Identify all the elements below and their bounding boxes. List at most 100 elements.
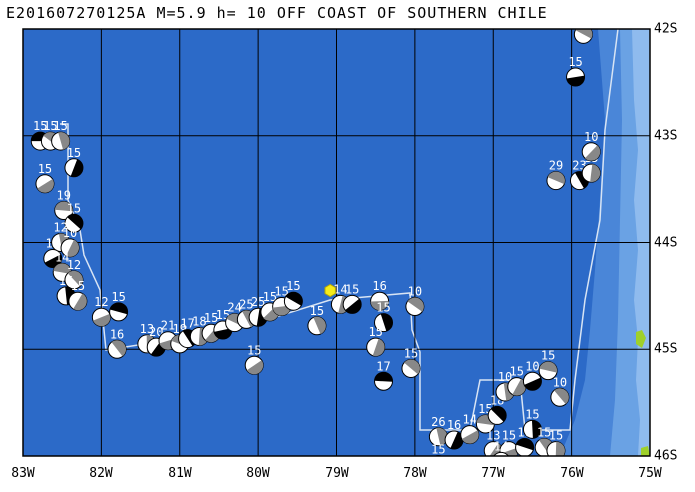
event-depth-label: 10	[525, 359, 539, 373]
beachball-compression-quadrant	[53, 263, 72, 274]
event-depth-label: 12	[53, 221, 67, 235]
event-depth-label: 15	[510, 365, 524, 379]
event-depth-label: 15	[345, 282, 359, 296]
focal-mechanism-beachball: 15	[431, 443, 448, 474]
event-depth-label: 20	[149, 325, 163, 339]
event-depth-label: 13	[140, 322, 154, 336]
lon-label-76w: 76W	[560, 466, 584, 481]
event-depth-label: 15	[576, 12, 590, 26]
map-title: E201607270125A M=5.9 h= 10 OFF COAST OF …	[6, 4, 548, 22]
island-land-south	[641, 446, 650, 456]
lon-label-80w: 80W	[246, 466, 270, 481]
lon-label-77w: 77W	[481, 466, 505, 481]
focal-mechanism-beachball: 15	[566, 55, 586, 87]
beachball-compression-quadrant	[584, 145, 601, 161]
focal-mechanism-beachball: 15	[366, 325, 386, 357]
event-depth-label: 14	[333, 282, 347, 296]
event-depth-label: 15	[53, 119, 67, 133]
beachball-compression-quadrant	[374, 372, 393, 382]
focal-mechanism-beachball: 26	[428, 415, 448, 447]
beachball-compression-quadrant	[490, 406, 507, 422]
lon-label-82w: 82W	[89, 466, 113, 481]
lon-label-79w: 79W	[325, 466, 349, 481]
lon-label-78w: 78W	[403, 466, 427, 481]
event-depth-label: 29	[549, 159, 563, 173]
event-depth-label: 15	[247, 343, 261, 357]
event-depth-label: 16	[447, 418, 461, 432]
focal-mechanism-beachball: 10	[515, 425, 535, 456]
event-depth-label: 14	[46, 237, 60, 251]
lon-label-75w: 75W	[638, 466, 662, 481]
beachball-compression-quadrant	[539, 361, 558, 373]
event-depth-label: 18	[192, 314, 206, 328]
event-depth-label: 16	[372, 279, 386, 293]
beachball-compression-quadrant	[70, 159, 83, 177]
focal-mechanism-beachball: 16	[370, 279, 390, 311]
event-depth-label: 15	[376, 301, 390, 315]
beachball-compression-quadrant	[380, 313, 393, 332]
focal-mechanism-beachball: 15	[68, 279, 88, 311]
event-depth-label: 15	[71, 279, 85, 293]
focal-mechanism-beachball: 15	[109, 290, 129, 322]
beachball-compression-quadrant	[372, 338, 385, 357]
beachball-compression-quadrant	[566, 75, 585, 87]
event-depth-label: 15	[38, 162, 52, 176]
focal-mechanism-beachball: 15	[507, 365, 527, 397]
focal-mechanism-beachball: 16	[107, 327, 127, 359]
event-depth-label: 15	[59, 274, 73, 288]
event-depth-label: 16	[110, 327, 124, 341]
focal-mechanism-beachball: 15	[538, 349, 558, 381]
focal-mechanism-beachball: 15	[374, 301, 394, 333]
event-depth-label: 15	[43, 119, 57, 133]
lat-label-46s: 46S	[654, 448, 678, 464]
lat-label-44s: 44S	[654, 235, 678, 251]
event-depth-label: 10	[517, 425, 531, 439]
event-depth-label: 15	[111, 290, 125, 304]
beachball-compression-quadrant	[433, 458, 448, 474]
beachball-compression-quadrant	[58, 132, 70, 150]
event-depth-label: 15	[274, 285, 288, 299]
event-depth-label: 19	[57, 188, 71, 202]
event-depth-label: 17	[376, 359, 390, 373]
focal-mechanism-beachball: 19	[54, 188, 74, 220]
event-depth-label: 15	[404, 346, 418, 360]
event-depth-label: 25	[239, 297, 253, 311]
lat-label-42s: 42S	[654, 21, 678, 37]
beachball-compression-quadrant	[575, 29, 593, 39]
event-depth-label: 14	[463, 413, 477, 427]
focal-mechanism-beachball: 15	[546, 429, 566, 456]
event-depth-label: 15	[525, 407, 539, 421]
beachball-compression-quadrant	[461, 430, 479, 444]
beachball-compression-quadrant	[37, 179, 54, 193]
beachball-compression-quadrant	[67, 270, 83, 287]
focal-mechanism-beachball: 16	[444, 418, 464, 450]
beachball-compression-quadrant	[555, 441, 565, 456]
event-depth-label: 10	[584, 130, 598, 144]
beachball-compression-quadrant	[407, 297, 424, 312]
event-depth-label: 15	[431, 443, 445, 457]
event-depth-label: 15	[263, 290, 277, 304]
beachball-compression-quadrant	[73, 293, 87, 311]
event-depth-label: 15	[67, 146, 81, 160]
event-depth-label: 10	[408, 285, 422, 299]
event-depth-label: 15	[537, 425, 551, 439]
beachball-compression-quadrant	[524, 377, 542, 391]
event-depth-label: 21	[161, 319, 175, 333]
beachball-compression-quadrant	[272, 305, 291, 316]
beachball-outline	[493, 451, 509, 456]
event-depth-label: 13	[486, 429, 500, 443]
focal-mechanism-beachball: 15	[64, 201, 84, 233]
beachball-compression-quadrant	[436, 427, 448, 446]
beachball-outline	[434, 455, 443, 456]
focal-mechanism-beachball: 29	[546, 159, 566, 191]
event-depth-label: 15	[502, 429, 516, 443]
event-depth-label: 15	[568, 55, 582, 69]
focal-mechanism-beachball: 14	[460, 413, 480, 445]
beachball-compression-quadrant	[246, 360, 264, 375]
event-depth-label: 15	[541, 349, 555, 363]
focal-mechanism-beachball: 15	[283, 279, 303, 311]
event-depth-label: 15	[368, 325, 382, 339]
beachball-compression-quadrant	[547, 171, 565, 185]
lat-label-43s: 43S	[654, 128, 678, 144]
